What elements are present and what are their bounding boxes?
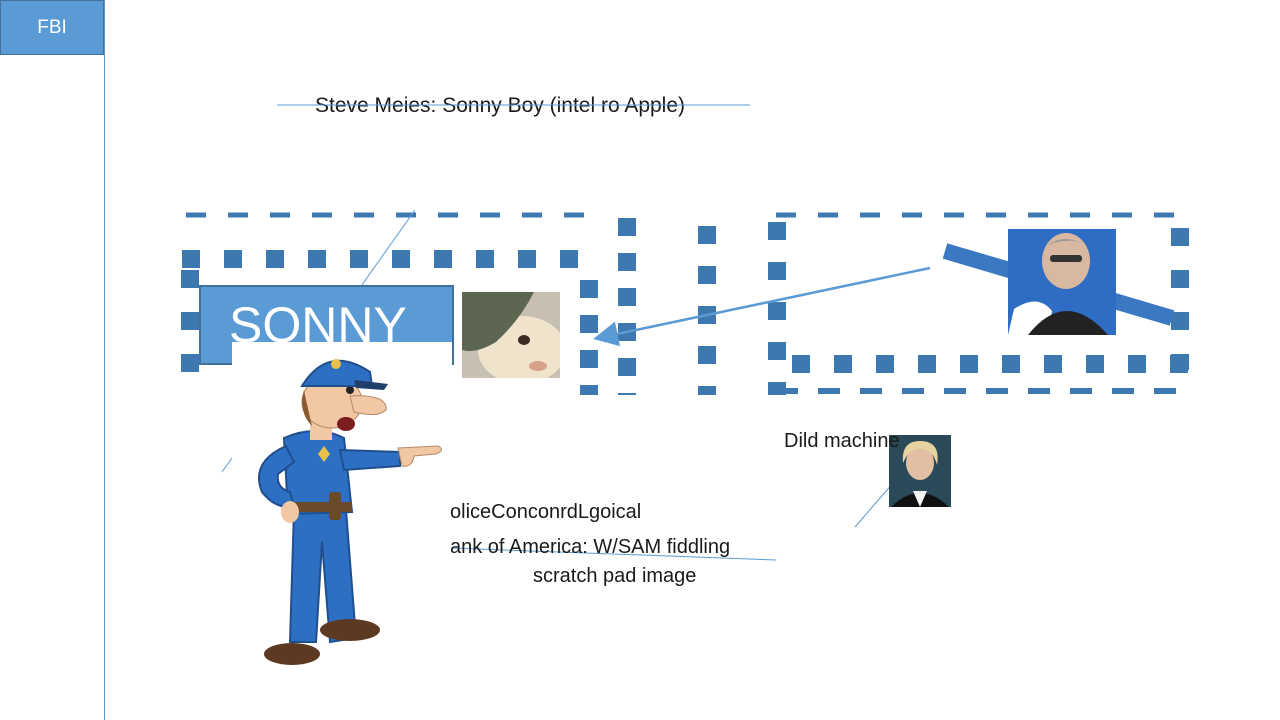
bank-label: ank of America: W/SAM fiddling: [450, 536, 731, 558]
scratch-pad-label: scratch pad image: [533, 565, 697, 587]
arrow-to-hamster: [593, 266, 931, 347]
man-photo: [1008, 229, 1116, 335]
police-officer-cartoon-icon: [258, 359, 442, 665]
bank-strike-line: [451, 547, 777, 561]
left-dotted-frame: [181, 212, 600, 395]
hamster-photo: [462, 292, 560, 378]
dild-machine-label: Dild machine: [784, 430, 900, 452]
police-label: oliceConconrdLgoical: [450, 501, 642, 523]
fbi-tab[interactable]: FBI: [0, 0, 104, 55]
police-panel: [232, 342, 452, 672]
connector-line-small: [221, 457, 233, 473]
middle-dotted-column: [618, 218, 716, 395]
woman-photo: [889, 435, 951, 507]
fbi-tab-label: FBI: [37, 16, 67, 38]
left-divider: [104, 0, 105, 720]
right-dotted-frame: [768, 212, 1190, 395]
